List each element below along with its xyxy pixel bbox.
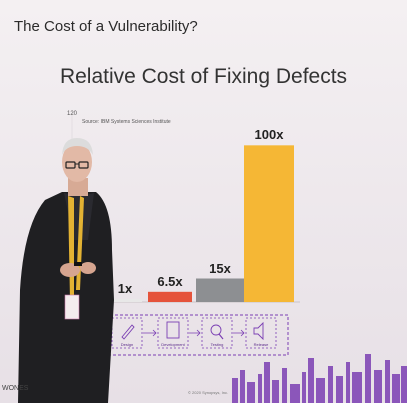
arrow-icon xyxy=(189,329,201,337)
bar-testing xyxy=(196,278,244,302)
bar-development xyxy=(148,291,192,302)
process-flow xyxy=(99,314,289,356)
stage-label: Design xyxy=(120,342,134,347)
clicker xyxy=(74,262,82,266)
bar-value-label: 6.5x xyxy=(157,273,183,289)
bar-value-label: 100x xyxy=(254,127,284,143)
stage-label: Testing xyxy=(210,342,224,347)
arrow-icon xyxy=(143,329,157,337)
chart-title: Relative Cost of Fixing Defects xyxy=(59,65,348,88)
arrow-icon xyxy=(233,329,245,337)
presenter xyxy=(18,138,114,403)
bar-value-label: 15x xyxy=(209,260,231,276)
stage-label: Release xyxy=(253,342,269,347)
stage-box-release xyxy=(245,317,277,349)
document-icon xyxy=(166,321,180,339)
magnifier-icon xyxy=(210,324,222,336)
chart-source: Source: IBM Systems Sciences Institute xyxy=(82,119,171,125)
bar-release xyxy=(244,145,294,302)
city-skyline xyxy=(232,354,407,403)
slide-title: The Cost of a Vulnerability? xyxy=(14,18,198,35)
stage-label: Development xyxy=(161,342,185,347)
stage-box-testing xyxy=(201,317,233,349)
pencil-icon xyxy=(121,324,135,340)
bar-design xyxy=(108,299,142,302)
footer-copyright: © 2020 Synopsys, Inc. xyxy=(188,390,229,395)
speaker-icon xyxy=(253,321,264,341)
stage-box-development xyxy=(157,317,189,349)
footer-logo-text: WONES xyxy=(2,385,29,392)
bar-value-label: 1x xyxy=(117,281,133,296)
badge xyxy=(64,294,80,320)
y-tick-label: 120 xyxy=(67,111,78,117)
